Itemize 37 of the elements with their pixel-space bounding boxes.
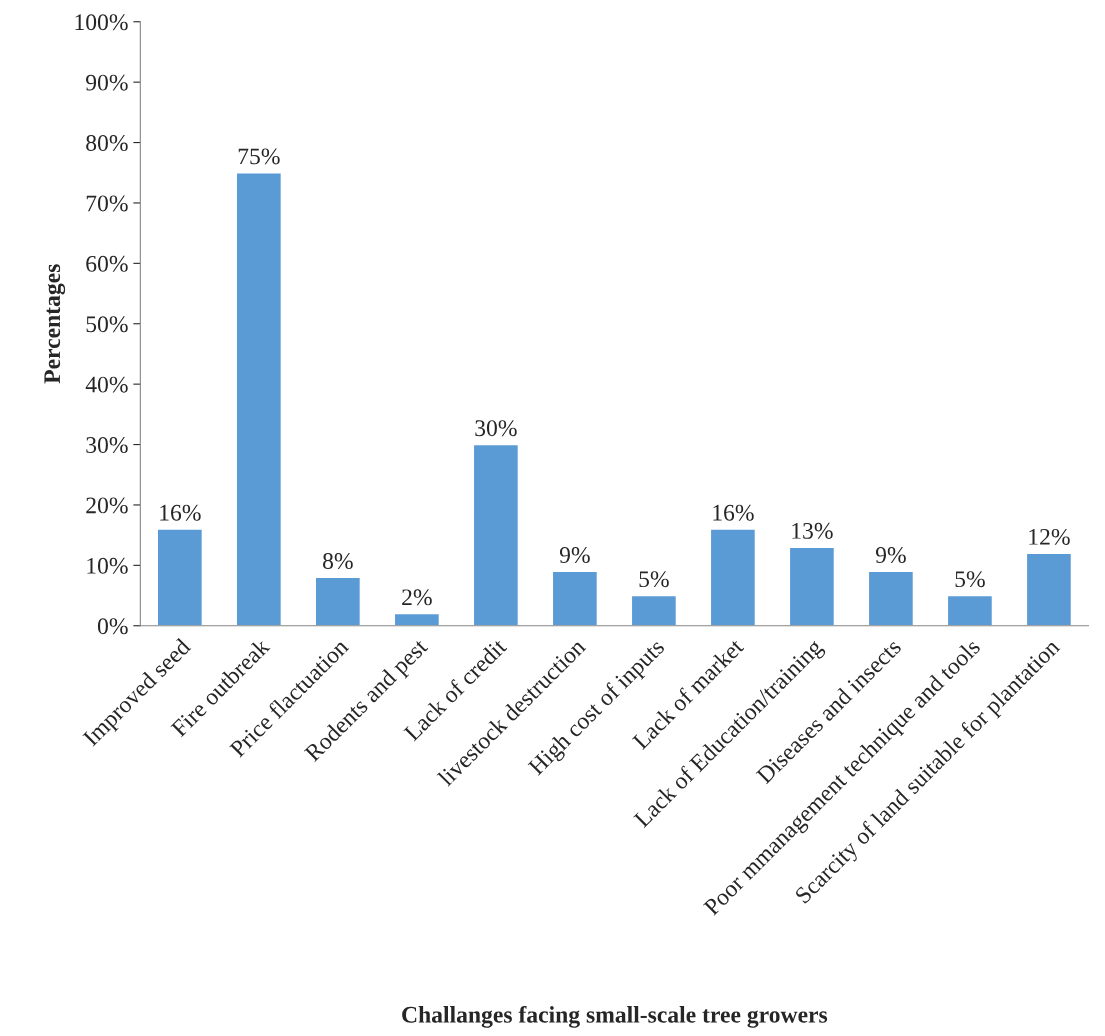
bar <box>314 576 362 626</box>
y-tick-label: 10% <box>87 557 128 574</box>
y-tick-label: 80% <box>86 135 128 152</box>
data-label: 16% <box>160 504 201 521</box>
data-label: 13% <box>792 522 833 539</box>
y-tick-label: 60% <box>86 255 128 272</box>
data-label: 8% <box>323 553 353 570</box>
y-tick-label: 70% <box>86 195 128 212</box>
x-axis-title: Challanges facing small-scale tree growers <box>402 1005 828 1028</box>
bar <box>156 528 204 626</box>
data-label: 16% <box>713 504 754 521</box>
bar <box>946 594 994 626</box>
bar <box>551 570 599 626</box>
data-label: 9% <box>559 547 590 564</box>
bar <box>630 594 678 626</box>
bar <box>788 546 836 626</box>
data-label: 75% <box>238 148 280 165</box>
data-label: 5% <box>955 571 985 588</box>
data-label: 12% <box>1029 528 1070 545</box>
y-tick-label: 20% <box>86 497 128 514</box>
bar <box>393 612 441 626</box>
y-axis-title: Percentages <box>44 264 66 384</box>
data-label: 30% <box>475 420 517 437</box>
y-tick-label: 90% <box>86 74 128 91</box>
data-label: 5% <box>639 571 669 588</box>
data-label: 2% <box>402 589 432 606</box>
bar <box>867 570 915 626</box>
data-label: 9% <box>875 547 906 564</box>
bar <box>709 528 757 626</box>
bar <box>472 443 520 626</box>
y-tick-label: 100% <box>75 14 128 31</box>
y-tick-label: 0% <box>97 618 128 635</box>
bar <box>235 172 283 626</box>
y-tick-label: 50% <box>86 316 128 333</box>
y-tick-label: 40% <box>85 376 128 393</box>
bar <box>1025 552 1073 626</box>
y-tick-label: 30% <box>86 437 128 454</box>
